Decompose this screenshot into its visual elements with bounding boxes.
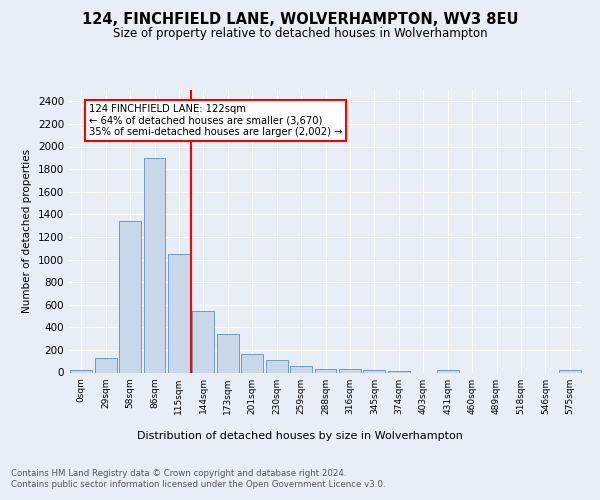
Text: Contains HM Land Registry data © Crown copyright and database right 2024.: Contains HM Land Registry data © Crown c… (11, 469, 346, 478)
Bar (266, 360, 287, 372)
Bar (364, 370, 385, 372)
Y-axis label: Number of detached properties: Number of detached properties (22, 149, 32, 314)
Bar (217, 334, 239, 372)
Bar (168, 254, 190, 372)
Text: 124, FINCHFIELD LANE, WOLVERHAMPTON, WV3 8EU: 124, FINCHFIELD LANE, WOLVERHAMPTON, WV3… (82, 12, 518, 28)
Bar (559, 370, 581, 372)
Text: 124 FINCHFIELD LANE: 122sqm
← 64% of detached houses are smaller (3,670)
35% of : 124 FINCHFIELD LANE: 122sqm ← 64% of det… (89, 104, 342, 137)
Bar (241, 354, 263, 372)
Bar (290, 366, 312, 372)
Bar (339, 369, 361, 372)
Text: Size of property relative to detached houses in Wolverhampton: Size of property relative to detached ho… (113, 28, 487, 40)
Bar (314, 368, 337, 372)
Bar (437, 370, 458, 372)
Bar (119, 221, 141, 372)
Text: Distribution of detached houses by size in Wolverhampton: Distribution of detached houses by size … (137, 431, 463, 441)
Text: Contains public sector information licensed under the Open Government Licence v3: Contains public sector information licen… (11, 480, 385, 489)
Bar (143, 158, 166, 372)
Bar (70, 370, 92, 372)
Bar (193, 312, 214, 372)
Bar (95, 358, 116, 372)
Bar (388, 371, 410, 372)
